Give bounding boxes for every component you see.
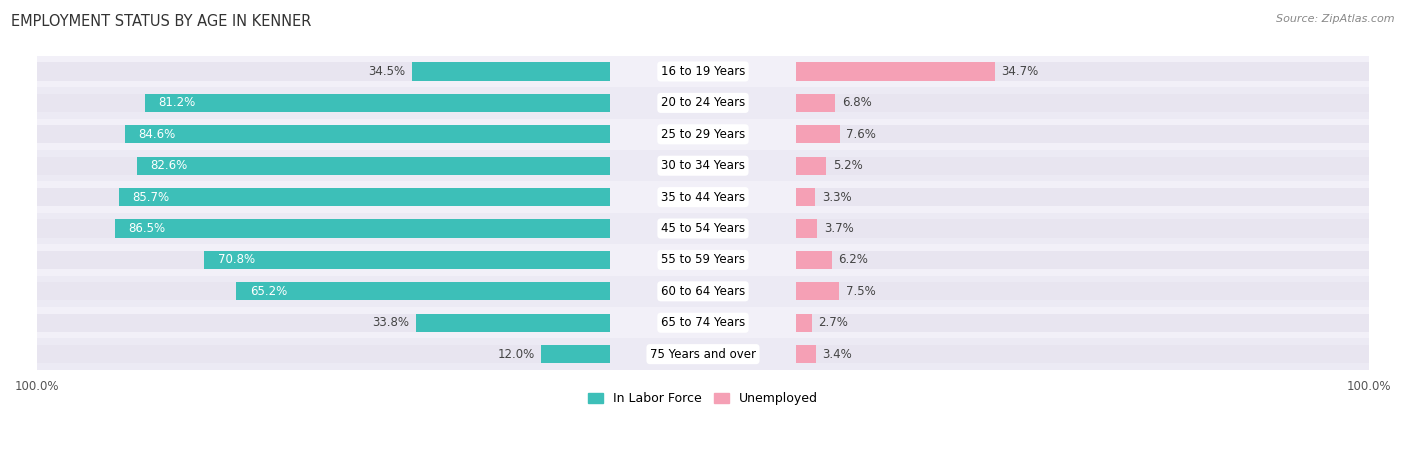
Bar bbox=[796, 251, 1369, 269]
Bar bbox=[796, 282, 1369, 300]
Text: 34.5%: 34.5% bbox=[368, 65, 405, 78]
Bar bbox=[796, 345, 1369, 363]
Bar bbox=[796, 125, 1369, 143]
Text: 25 to 29 Years: 25 to 29 Years bbox=[661, 128, 745, 141]
Bar bbox=[796, 313, 811, 332]
Text: 75 Years and over: 75 Years and over bbox=[650, 348, 756, 361]
Text: 82.6%: 82.6% bbox=[150, 159, 187, 172]
Bar bbox=[412, 62, 610, 81]
Bar bbox=[37, 87, 1369, 119]
Text: 12.0%: 12.0% bbox=[498, 348, 534, 361]
Bar bbox=[37, 156, 610, 175]
Bar bbox=[37, 119, 1369, 150]
Bar bbox=[796, 188, 1369, 206]
Bar bbox=[796, 220, 817, 238]
Text: 16 to 19 Years: 16 to 19 Years bbox=[661, 65, 745, 78]
Bar bbox=[796, 156, 825, 175]
Bar bbox=[37, 181, 1369, 213]
Text: 86.5%: 86.5% bbox=[128, 222, 165, 235]
Text: 45 to 54 Years: 45 to 54 Years bbox=[661, 222, 745, 235]
Text: 35 to 44 Years: 35 to 44 Years bbox=[661, 191, 745, 203]
Text: 3.3%: 3.3% bbox=[821, 191, 852, 203]
Bar bbox=[37, 282, 610, 300]
Bar bbox=[37, 56, 1369, 87]
Text: 3.7%: 3.7% bbox=[824, 222, 853, 235]
Bar bbox=[796, 62, 1369, 81]
Text: 6.2%: 6.2% bbox=[838, 253, 869, 267]
Bar bbox=[796, 125, 839, 143]
Bar bbox=[796, 156, 1369, 175]
Text: 85.7%: 85.7% bbox=[132, 191, 170, 203]
Bar bbox=[37, 188, 610, 206]
Bar bbox=[125, 125, 610, 143]
Bar bbox=[541, 345, 610, 363]
Bar bbox=[796, 220, 1369, 238]
Text: 6.8%: 6.8% bbox=[842, 97, 872, 110]
Text: 30 to 34 Years: 30 to 34 Years bbox=[661, 159, 745, 172]
Text: 55 to 59 Years: 55 to 59 Years bbox=[661, 253, 745, 267]
Bar bbox=[37, 276, 1369, 307]
Bar bbox=[37, 94, 610, 112]
Bar bbox=[37, 251, 610, 269]
Text: 20 to 24 Years: 20 to 24 Years bbox=[661, 97, 745, 110]
Bar bbox=[796, 313, 1369, 332]
Text: 65.2%: 65.2% bbox=[250, 285, 287, 298]
Bar bbox=[796, 62, 995, 81]
Text: 3.4%: 3.4% bbox=[823, 348, 852, 361]
Bar bbox=[145, 94, 610, 112]
Text: Source: ZipAtlas.com: Source: ZipAtlas.com bbox=[1277, 14, 1395, 23]
Bar bbox=[796, 94, 835, 112]
Bar bbox=[204, 251, 610, 269]
Bar bbox=[37, 338, 1369, 370]
Bar bbox=[796, 188, 815, 206]
Text: 84.6%: 84.6% bbox=[139, 128, 176, 141]
Text: EMPLOYMENT STATUS BY AGE IN KENNER: EMPLOYMENT STATUS BY AGE IN KENNER bbox=[11, 14, 312, 28]
Bar bbox=[37, 345, 610, 363]
Bar bbox=[796, 345, 815, 363]
Bar bbox=[136, 156, 610, 175]
Bar bbox=[37, 150, 1369, 181]
Text: 70.8%: 70.8% bbox=[218, 253, 254, 267]
Text: 33.8%: 33.8% bbox=[373, 316, 409, 329]
Text: 2.7%: 2.7% bbox=[818, 316, 848, 329]
Bar bbox=[796, 282, 839, 300]
Bar bbox=[37, 213, 1369, 244]
Text: 7.5%: 7.5% bbox=[846, 285, 876, 298]
Text: 60 to 64 Years: 60 to 64 Years bbox=[661, 285, 745, 298]
Bar bbox=[37, 307, 1369, 338]
Bar bbox=[37, 244, 1369, 276]
Text: 7.6%: 7.6% bbox=[846, 128, 876, 141]
Bar bbox=[120, 188, 610, 206]
Bar bbox=[416, 313, 610, 332]
Bar bbox=[236, 282, 610, 300]
Text: 34.7%: 34.7% bbox=[1001, 65, 1039, 78]
Bar bbox=[37, 220, 610, 238]
Text: 81.2%: 81.2% bbox=[159, 97, 195, 110]
Legend: In Labor Force, Unemployed: In Labor Force, Unemployed bbox=[583, 387, 823, 410]
Bar bbox=[114, 220, 610, 238]
Bar bbox=[796, 251, 832, 269]
Text: 5.2%: 5.2% bbox=[832, 159, 862, 172]
Bar bbox=[796, 94, 1369, 112]
Text: 65 to 74 Years: 65 to 74 Years bbox=[661, 316, 745, 329]
Bar bbox=[37, 125, 610, 143]
Bar bbox=[37, 62, 610, 81]
Bar bbox=[37, 313, 610, 332]
